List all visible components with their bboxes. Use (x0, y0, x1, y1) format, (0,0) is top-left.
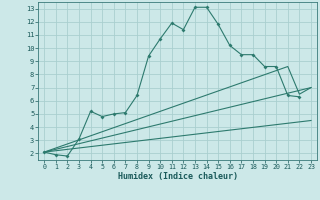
X-axis label: Humidex (Indice chaleur): Humidex (Indice chaleur) (118, 172, 238, 181)
